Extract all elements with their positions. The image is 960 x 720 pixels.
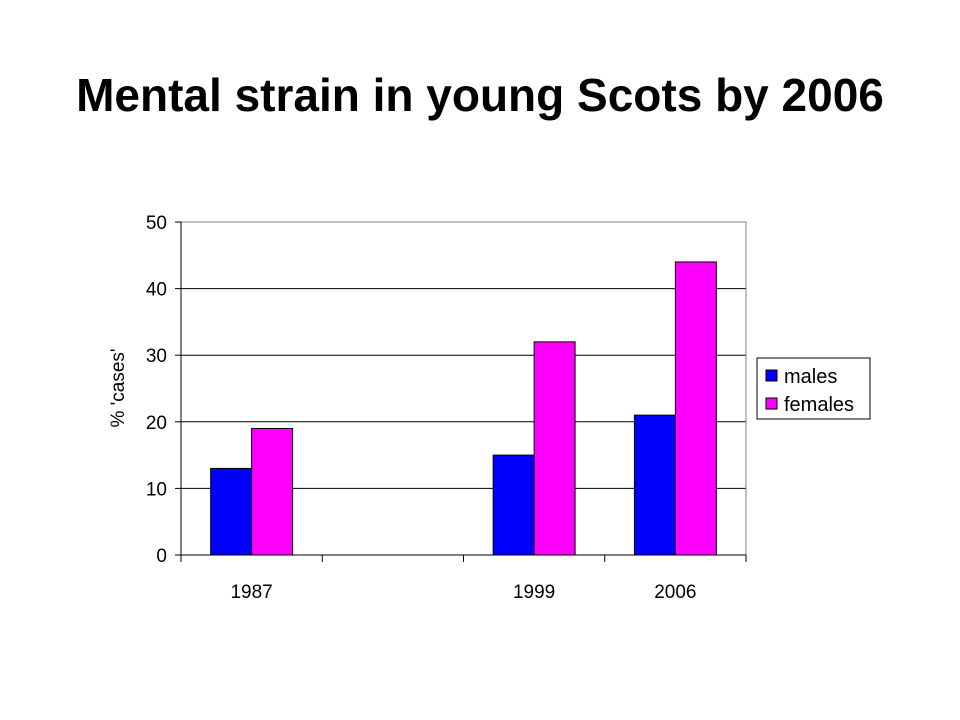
y-tick-label: 30	[146, 346, 167, 367]
bar-females-1999	[533, 341, 576, 556]
legend-swatch-females	[765, 397, 778, 410]
y-tick-label: 0	[156, 546, 167, 567]
legend-label-females: females	[784, 394, 854, 416]
bar-males-1987	[210, 467, 253, 556]
legend-swatch-males	[765, 369, 778, 382]
slide-title: Mental strain in young Scots by 2006	[76, 69, 884, 121]
legend: males females	[756, 357, 871, 420]
bar-females-1987	[251, 427, 294, 556]
y-tick-label: 10	[146, 479, 167, 500]
x-category-label: 2006	[654, 582, 696, 603]
bar-males-2006	[633, 414, 676, 556]
y-axis-title: % 'cases'	[108, 348, 129, 427]
legend-label-males: males	[784, 366, 837, 388]
y-tick-label: 20	[146, 413, 167, 434]
y-tick-labels: 0 10 20 30 40 50	[146, 213, 167, 567]
bar-males-1999	[492, 454, 535, 556]
bar-females-2006	[674, 261, 717, 556]
axes	[175, 221, 747, 562]
x-category-label: 1999	[513, 582, 555, 603]
x-category-labels: 1987 1999 2006	[230, 582, 696, 603]
bars	[210, 261, 717, 556]
y-tick-label: 50	[146, 213, 167, 234]
x-category-label: 1987	[230, 582, 272, 603]
y-tick-label: 40	[146, 280, 167, 301]
